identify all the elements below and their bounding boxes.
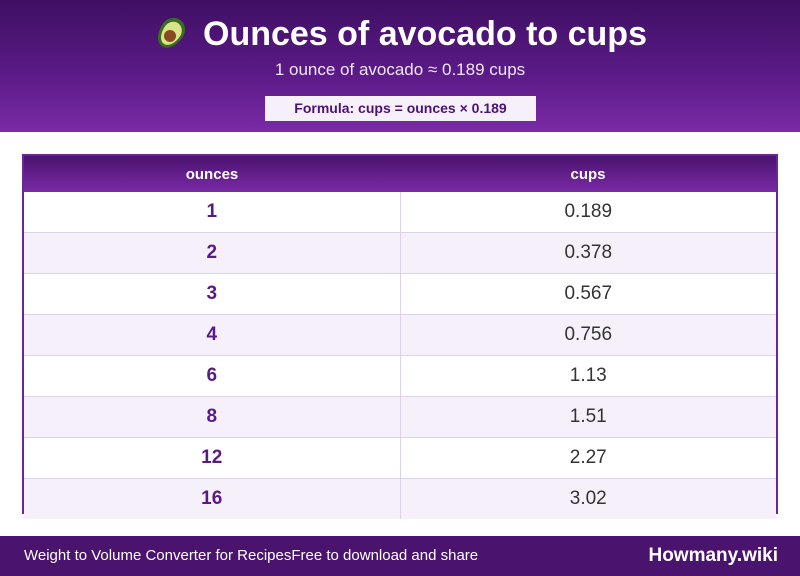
- ounces-cell: 16: [24, 478, 401, 519]
- cups-cell: 0.567: [400, 273, 776, 315]
- cups-cell: 0.189: [400, 192, 776, 233]
- ounces-cell: 1: [24, 192, 401, 233]
- cups-cell: 1.51: [400, 396, 776, 438]
- table-row: 6 1.13: [24, 355, 776, 397]
- table-row: 1 0.189: [24, 192, 776, 233]
- table-row: 2 0.378: [24, 232, 776, 274]
- ounces-cell: 12: [24, 437, 401, 479]
- cups-cell: 1.13: [400, 355, 776, 397]
- ounces-cell: 8: [24, 396, 401, 438]
- brand-logo-text: Howmany.wiki: [648, 545, 778, 566]
- footer: Weight to Volume Converter for RecipesFr…: [0, 536, 800, 576]
- ounces-cell: 2: [24, 232, 401, 274]
- table-row: 16 3.02: [24, 478, 776, 519]
- table-row: 8 1.51: [24, 396, 776, 438]
- page-subtitle: 1 ounce of avocado ≈ 0.189 cups: [274, 60, 526, 79]
- formula-box: Formula: cups = ounces × 0.189: [265, 96, 536, 121]
- cups-cell: 3.02: [400, 478, 776, 519]
- column-header-ounces: ounces: [24, 156, 400, 192]
- cups-cell: 0.378: [400, 232, 776, 274]
- table-row: 12 2.27: [24, 437, 776, 479]
- ounces-cell: 4: [24, 314, 401, 356]
- page-title-text: Ounces of avocado to cups: [203, 15, 647, 53]
- footer-converter-name: Weight to Volume Converter for Recipes: [24, 547, 292, 564]
- table-row: 3 0.567: [24, 273, 776, 315]
- page-title: Ounces of avocado to cups: [0, 13, 800, 54]
- avocado-icon: [151, 13, 191, 53]
- table-header-row: ounces cups: [24, 156, 776, 192]
- footer-share-text: Free to download and share: [291, 547, 479, 564]
- ounces-cell: 3: [24, 273, 401, 315]
- ounces-cell: 6: [24, 355, 401, 397]
- header: Ounces of avocado to cups 1 ounce of avo…: [0, 0, 800, 132]
- cups-cell: 2.27: [400, 437, 776, 479]
- column-header-cups: cups: [400, 156, 776, 192]
- table-row: 4 0.756: [24, 314, 776, 356]
- conversion-table: ounces cups 1 0.189 2 0.378 3 0.567 4 0.…: [22, 154, 778, 519]
- cups-cell: 0.756: [400, 314, 776, 356]
- footer-text: Weight to Volume Converter for RecipesFr…: [24, 536, 478, 576]
